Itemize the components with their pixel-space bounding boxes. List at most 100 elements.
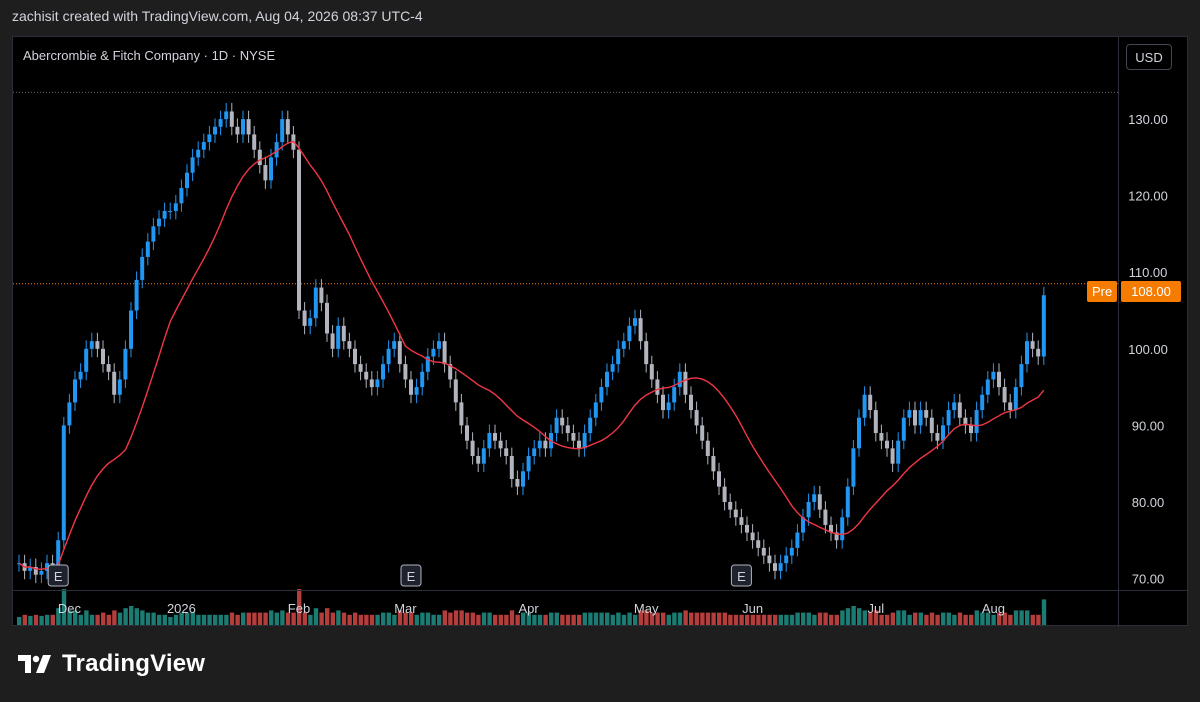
candle-body	[784, 555, 789, 564]
volume-bar	[224, 614, 229, 625]
earnings-marker-label: E	[737, 569, 746, 584]
currency-button[interactable]: USD	[1126, 44, 1172, 70]
candle-body	[313, 287, 318, 319]
volume-bar	[381, 612, 386, 625]
volume-bar	[448, 612, 453, 625]
volume-bar	[1019, 610, 1024, 625]
candle-body	[437, 341, 441, 349]
tradingview-logo[interactable]: TradingView	[16, 650, 205, 678]
candle-body	[341, 325, 346, 342]
x-tick-label: 2026	[167, 601, 196, 616]
x-tick-label: Apr	[518, 601, 539, 616]
volume-bar	[89, 614, 95, 625]
candle-body	[593, 402, 598, 418]
candle-body	[767, 555, 772, 564]
candle-body	[448, 364, 453, 380]
volume-bar	[17, 617, 22, 625]
volume-bar	[526, 612, 531, 625]
candle-body	[845, 486, 850, 518]
y-tick-label: 80.00	[1132, 495, 1165, 510]
candle-body	[196, 149, 201, 158]
volume-bar	[767, 614, 772, 625]
candle-body	[885, 440, 889, 449]
volume-bar	[571, 614, 576, 625]
symbol-title: Abercrombie & Fitch Company · 1D · NYSE	[23, 48, 276, 63]
candle-body	[829, 524, 833, 533]
candle-body	[67, 402, 72, 426]
volume-bar	[409, 612, 414, 625]
candle-body	[151, 226, 156, 242]
candle-body	[1030, 341, 1035, 349]
volume-bar	[185, 612, 190, 625]
volume-bar	[353, 612, 358, 625]
volume-bar	[689, 612, 694, 625]
candle-body	[274, 142, 279, 158]
volume-bar	[375, 614, 380, 625]
volume-bar	[78, 614, 83, 625]
candle-body	[834, 532, 839, 541]
volume-bar	[61, 589, 67, 625]
volume-bar	[924, 614, 929, 625]
volume-bar	[437, 614, 442, 625]
volume-bar	[879, 614, 884, 625]
volume-bar	[123, 608, 128, 625]
volume-bar	[1008, 614, 1013, 625]
candle-body	[672, 387, 677, 403]
price-chart[interactable]: E E E 130.00 120.00 110.00 100.00 90.00 80.00 70…	[13, 37, 1189, 627]
volume-bar	[1002, 612, 1007, 625]
volume-bar	[733, 614, 739, 625]
volume-bar	[577, 614, 582, 625]
volume-bar	[285, 612, 291, 625]
volume-bar	[22, 614, 27, 625]
y-tick-label: 110.00	[1129, 265, 1168, 280]
volume-bar	[885, 614, 890, 625]
volume-bar	[610, 614, 615, 625]
chart-panel[interactable]: E E E 130.00 120.00 110.00 100.00 90.00 80.00 70…	[12, 36, 1189, 627]
volume-bar	[728, 614, 733, 625]
candle-body	[358, 364, 363, 372]
volume-bar	[717, 612, 722, 625]
volume-bar	[532, 614, 537, 625]
volume-bar	[1013, 610, 1019, 625]
candle-body	[773, 563, 777, 571]
candle-body	[957, 402, 962, 418]
candle-body	[683, 371, 688, 395]
candle-body	[498, 440, 503, 449]
candle-body	[369, 379, 374, 388]
tradingview-logo-icon	[18, 655, 51, 673]
candle-body	[308, 318, 313, 326]
volume-bar	[397, 610, 403, 625]
candle-body	[862, 394, 867, 418]
volume-bar	[50, 614, 55, 625]
candle-body	[504, 448, 509, 457]
candle-body	[112, 371, 117, 395]
volume-bar	[834, 614, 839, 625]
candle-body	[280, 119, 285, 143]
earnings-marker-box	[730, 564, 752, 587]
candle-body	[459, 402, 464, 426]
volume-bar	[330, 612, 335, 625]
candle-body	[235, 126, 240, 135]
candle-body	[241, 119, 245, 135]
candle-body	[162, 210, 167, 219]
volume-bar	[459, 610, 464, 625]
volume-bar	[325, 608, 330, 625]
candle-body	[789, 547, 794, 556]
candle-body	[476, 456, 481, 464]
volume-bar	[291, 612, 296, 625]
volume-bar	[789, 614, 795, 625]
volume-bar	[638, 610, 643, 625]
candle-body	[325, 302, 329, 334]
candle-body	[101, 348, 105, 365]
candle-body	[347, 341, 352, 349]
candle-body	[207, 134, 212, 143]
earnings-marker: E	[730, 564, 752, 587]
candle-body	[297, 149, 301, 311]
volume-bar	[431, 614, 436, 625]
candle-body	[952, 402, 957, 411]
volume-bar	[302, 612, 307, 625]
candle-body	[963, 417, 968, 426]
candle-body	[722, 486, 727, 502]
x-tick-label: Dec	[58, 601, 82, 616]
candle-body	[907, 410, 912, 418]
